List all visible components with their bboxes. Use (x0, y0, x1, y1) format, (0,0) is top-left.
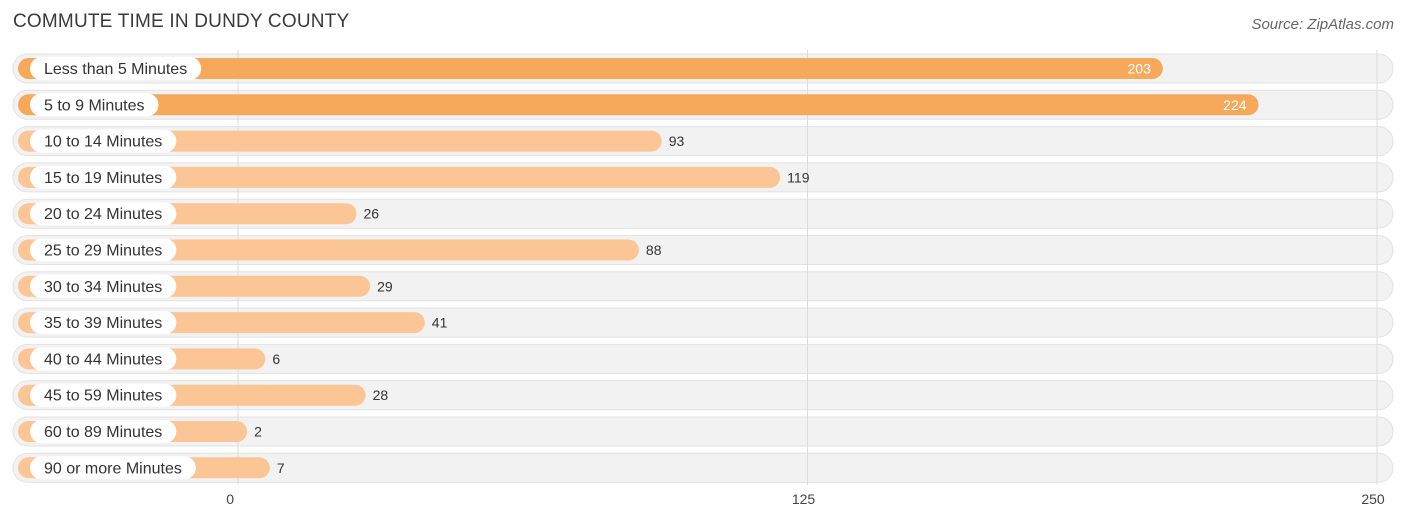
x-tick-label: 125 (792, 491, 816, 507)
value-label: 28 (373, 387, 389, 403)
category-pill (30, 57, 202, 80)
category-pill (30, 456, 196, 480)
value-label: 26 (363, 206, 379, 222)
value-label: 88 (646, 242, 662, 258)
source-credit: Source: ZipAtlas.com (1251, 16, 1394, 33)
category-label: Less than 5 Minutes (44, 61, 187, 78)
row-track (12, 198, 1394, 229)
category-pill (30, 347, 177, 371)
category-pill (30, 93, 159, 117)
value-label: 41 (432, 315, 448, 331)
category-label: 5 to 9 Minutes (44, 97, 145, 114)
row-track (12, 343, 1394, 374)
category-pill (30, 274, 177, 298)
category-pill (30, 420, 177, 443)
bar[interactable] (18, 130, 662, 152)
category-label: 30 to 34 Minutes (44, 279, 162, 296)
category-pill (30, 238, 177, 262)
chart-title: COMMUTE TIME IN DUNDY COUNTY (13, 11, 350, 32)
category-label: 40 to 44 Minutes (44, 351, 162, 368)
category-pill (30, 311, 177, 335)
category-label: 25 to 29 Minutes (44, 243, 162, 260)
value-label: 119 (787, 169, 810, 185)
category-label: 35 to 39 Minutes (44, 315, 162, 332)
value-label: 2 (254, 424, 262, 440)
bar[interactable] (18, 166, 781, 188)
category-pill (30, 383, 177, 407)
category-pill (30, 165, 177, 189)
value-label: 224 (1223, 97, 1247, 113)
bar[interactable] (18, 58, 1163, 79)
category-pill (30, 202, 177, 226)
category-label: 20 to 24 Minutes (44, 206, 162, 223)
value-label: 7 (277, 460, 285, 476)
x-tick-label: 0 (226, 491, 234, 507)
value-label: 6 (272, 351, 280, 367)
row-track (12, 452, 1394, 483)
category-label: 45 to 59 Minutes (44, 388, 162, 405)
category-label: 60 to 89 Minutes (44, 424, 162, 441)
category-label: 10 to 14 Minutes (44, 134, 162, 151)
value-label: 203 (1128, 61, 1152, 77)
category-label: 15 to 19 Minutes (44, 170, 162, 187)
value-label: 29 (377, 278, 393, 294)
category-label: 90 or more Minutes (44, 460, 182, 477)
category-pill (30, 129, 177, 153)
bar[interactable] (18, 94, 1259, 116)
x-tick-label: 250 (1361, 491, 1385, 507)
value-label: 93 (669, 133, 685, 149)
row-track (12, 416, 1394, 447)
